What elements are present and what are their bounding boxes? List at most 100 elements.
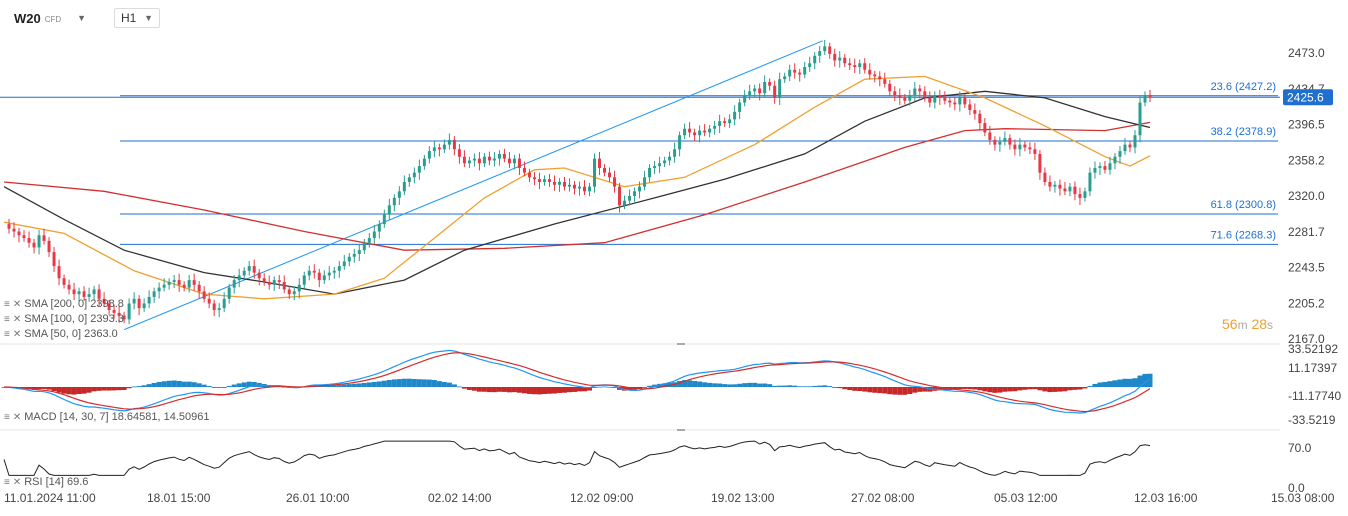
macd-histogram-bar (717, 383, 723, 387)
candle-body (107, 303, 111, 311)
candle-body (958, 97, 962, 105)
close-icon[interactable]: ✕ (12, 313, 22, 325)
candle-body (743, 95, 747, 103)
candle-body (1028, 147, 1032, 150)
candle-body (17, 231, 21, 236)
time-axis-label: 27.02 08:00 (851, 491, 915, 505)
legend-sma100[interactable]: ≡ ✕ SMA [100, 0] 2393.3 (4, 313, 124, 325)
candle-body (247, 266, 251, 271)
macd-histogram-bar (972, 387, 978, 390)
candle-body (372, 231, 376, 239)
timeframe-selector[interactable]: H1 ▼ (114, 8, 160, 28)
menu-icon[interactable]: ≡ (4, 476, 10, 488)
macd-histogram-bar (1107, 381, 1113, 387)
candle-body (97, 289, 101, 299)
candle-body (527, 172, 531, 178)
candle-body (342, 261, 346, 267)
close-icon[interactable]: ✕ (12, 476, 22, 488)
candle-countdown: 56m 28s (1222, 316, 1273, 332)
menu-icon[interactable]: ≡ (4, 298, 10, 310)
candle-body (988, 132, 992, 140)
candle-body (497, 153, 501, 159)
candle-body (442, 144, 446, 150)
candle-body (978, 113, 982, 124)
macd-axis-label: -33.5219 (1288, 413, 1336, 427)
price-axis-label: 2396.5 (1288, 118, 1325, 132)
close-icon[interactable]: ✕ (12, 328, 22, 340)
macd-histogram-bar (757, 383, 763, 387)
symbol-selector[interactable]: W20 CFD ▼ (6, 8, 92, 28)
candle-body (1118, 151, 1122, 157)
macd-histogram-bar (211, 387, 217, 388)
candle-body (112, 310, 116, 313)
macd-histogram-bar (897, 387, 903, 395)
macd-histogram-bar (571, 387, 577, 392)
candle-body (658, 163, 662, 167)
macd-histogram-bar (381, 380, 387, 387)
menu-icon[interactable]: ≡ (4, 313, 10, 325)
macd-histogram-bar (907, 387, 913, 395)
candle-body (813, 55, 817, 64)
macd-histogram-bar (982, 387, 988, 392)
menu-icon[interactable]: ≡ (4, 411, 10, 423)
macd-histogram-bar (1147, 373, 1153, 387)
macd-histogram-bar (481, 387, 487, 392)
countdown-seconds-unit: s (1267, 318, 1274, 332)
macd-histogram-bar (181, 381, 187, 387)
legend-sma200[interactable]: ≡ ✕ SMA [200, 0] 2398.8 (4, 298, 124, 310)
macd-histogram-bar (1132, 378, 1138, 387)
close-icon[interactable]: ✕ (12, 298, 22, 310)
macd-histogram-bar (446, 382, 452, 387)
candle-body (182, 284, 186, 288)
candle-body (718, 121, 722, 126)
macd-histogram-bar (1017, 387, 1023, 391)
countdown-seconds: 28 (1251, 316, 1268, 332)
candle-body (432, 147, 436, 152)
macd-histogram-bar (281, 386, 287, 388)
candle-body (1093, 167, 1097, 173)
macd-histogram-bar (1032, 387, 1038, 390)
legend-sma50[interactable]: ≡ ✕ SMA [50, 0] 2363.0 (4, 328, 118, 340)
macd-histogram-bar (1012, 387, 1018, 392)
macd-histogram-bar (1067, 387, 1073, 391)
macd-histogram-bar (566, 387, 572, 393)
chevron-down-icon: ▼ (144, 13, 153, 23)
candle-body (608, 172, 612, 178)
candle-body (362, 242, 366, 251)
candle-body (42, 235, 46, 241)
macd-histogram-bar (992, 387, 998, 393)
candle-body (1053, 184, 1057, 187)
legend-rsi[interactable]: ≡ ✕ RSI [14] 69.6 (4, 476, 88, 488)
candle-body (102, 298, 106, 304)
candle-body (683, 128, 687, 136)
candle-body (893, 91, 897, 96)
candle-body (437, 147, 441, 150)
macd-histogram-bar (406, 378, 412, 387)
menu-icon[interactable]: ≡ (4, 328, 10, 340)
candle-body (858, 63, 862, 68)
macd-histogram-bar (732, 384, 738, 387)
candle-body (598, 158, 602, 168)
candle-body (1073, 186, 1077, 195)
candle-body (117, 312, 121, 316)
time-axis-label: 05.03 12:00 (994, 491, 1058, 505)
candle-body (878, 76, 882, 80)
macd-histogram-bar (521, 387, 527, 394)
time-axis-label: 19.02 13:00 (711, 491, 775, 505)
candle-body (357, 250, 361, 254)
candle-body (843, 57, 847, 64)
candle-body (798, 72, 802, 75)
candle-body (212, 303, 216, 311)
pane-resize-handle (677, 343, 685, 345)
legend-macd[interactable]: ≡ ✕ MACD [14, 30, 7] 18.64581, 14.50961 (4, 411, 209, 423)
close-icon[interactable]: ✕ (12, 411, 22, 423)
macd-histogram-bar (71, 387, 77, 395)
candle-body (142, 303, 146, 309)
candle-body (37, 235, 41, 248)
sma200-value: 2398.8 (90, 298, 124, 310)
candle-body (192, 280, 196, 285)
rsi-label: RSI [14] (24, 476, 64, 488)
macd-histogram-bar (882, 387, 888, 394)
candle-body (207, 298, 211, 304)
